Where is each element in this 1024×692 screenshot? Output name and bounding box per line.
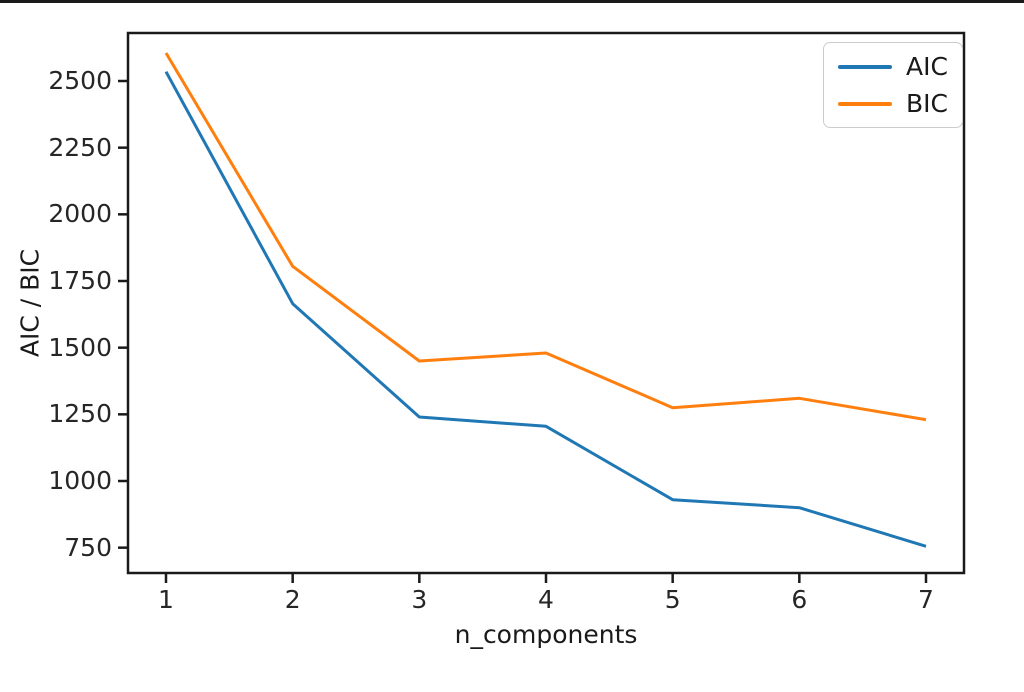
legend-entries: AIC BIC: [838, 48, 948, 122]
series-line-bic: [164, 52, 927, 422]
y-tick-label: 1000: [48, 466, 112, 495]
y-tick-label: 1500: [48, 332, 112, 362]
x-tick-label: 5: [664, 585, 681, 614]
series-line-aic: [164, 70, 927, 548]
x-tick-label: 3: [411, 585, 428, 614]
legend-line-swatch: [838, 101, 892, 106]
screenshot-top-border: [0, 0, 1024, 3]
x-tick-label: 1: [158, 585, 174, 614]
y-tick-label: 2250: [48, 132, 112, 162]
legend-label: BIC: [906, 89, 948, 118]
legend-entry-aic: AIC: [838, 48, 948, 85]
y-tick-label: 750: [64, 532, 112, 562]
y-tick-label: 1750: [48, 266, 112, 295]
legend-entry-bic: BIC: [838, 85, 948, 122]
x-tick-label: 2: [284, 585, 301, 614]
y-tick-label: 2500: [48, 66, 112, 95]
legend-line-swatch: [838, 64, 892, 69]
legend-label: AIC: [906, 52, 948, 81]
y-tick-label: 2000: [48, 199, 112, 229]
legend: AIC BIC: [823, 42, 963, 128]
x-tick-label: 7: [918, 585, 934, 614]
x-tick-label: 6: [791, 585, 808, 614]
x-tick-label: 4: [538, 585, 554, 614]
y-tick-label: 1250: [48, 399, 112, 429]
x-axis-title: n_components: [454, 620, 638, 649]
